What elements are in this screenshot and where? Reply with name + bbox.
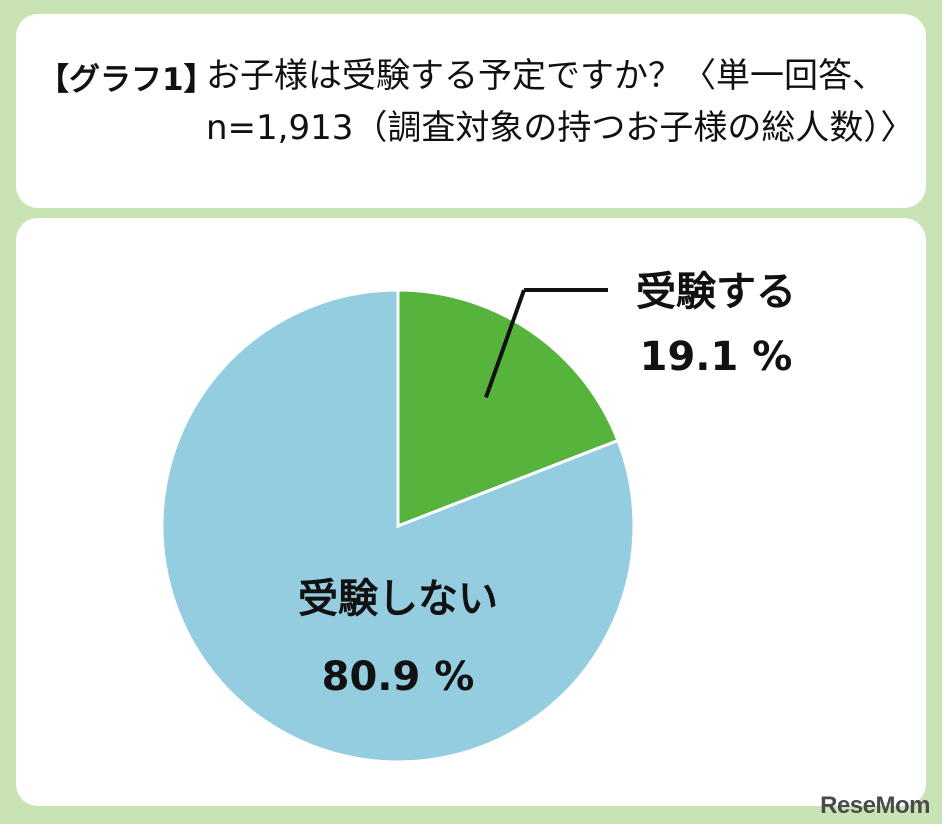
pie-slice-juken-suru <box>396 288 620 529</box>
leader-line <box>484 289 526 399</box>
slice-value-juken-suru: 19.1 % <box>640 334 793 380</box>
resemom-logo: ReseMom <box>820 792 930 819</box>
pie-slice-juken-shinai <box>160 288 636 764</box>
graph-tag: 【グラフ1】 <box>38 62 215 98</box>
slice-label-juken-shinai: 受験しない <box>298 576 498 622</box>
slice-label-juken-suru: 受験する <box>636 269 796 315</box>
chart-title: お子様は受験する予定ですか？〈単一回答、n=1,913（調査対象の持つお子様の総… <box>206 56 915 148</box>
slice-value-juken-shinai: 80.9 % <box>322 654 475 700</box>
title-panel: 【グラフ1】 お子様は受験する予定ですか？〈単一回答、n=1,913（調査対象の… <box>16 14 926 208</box>
